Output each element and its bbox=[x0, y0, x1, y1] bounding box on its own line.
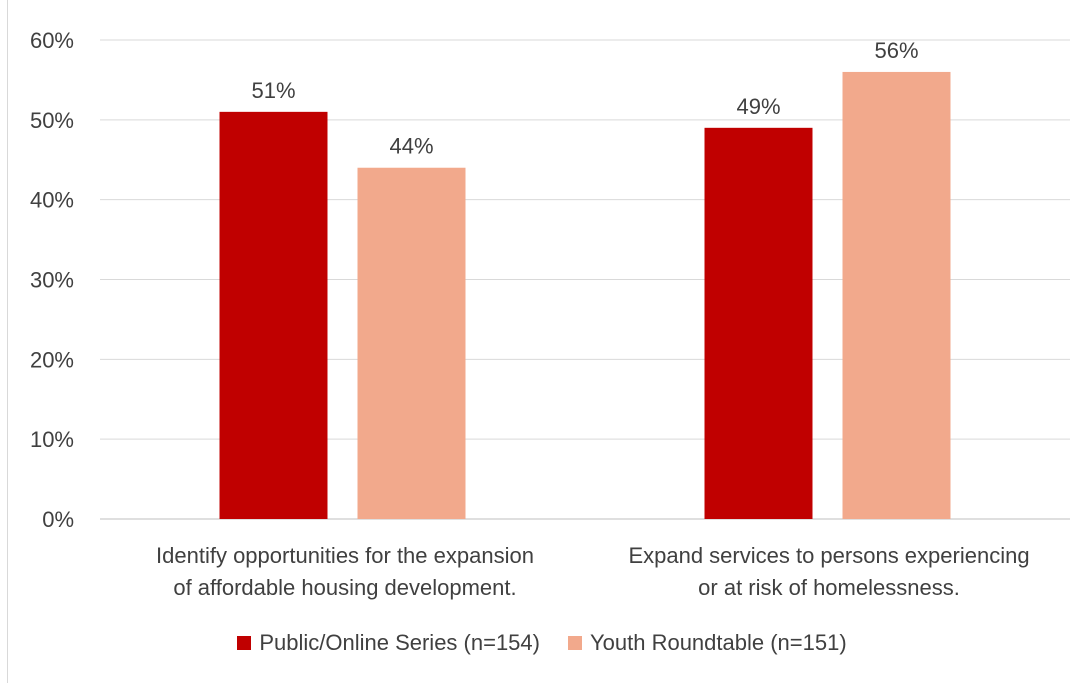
y-tick-label: 0% bbox=[42, 507, 74, 532]
data-label: 49% bbox=[736, 94, 780, 119]
y-tick-label: 60% bbox=[30, 28, 74, 53]
bar bbox=[842, 71, 951, 519]
data-label: 56% bbox=[874, 38, 918, 63]
bar bbox=[219, 111, 328, 519]
y-tick-label: 10% bbox=[30, 427, 74, 452]
y-tick-label: 50% bbox=[30, 108, 74, 133]
legend-swatch-public-online bbox=[237, 636, 252, 650]
bar bbox=[704, 127, 813, 520]
category-label-1-line2: or at risk of homelessness. bbox=[698, 575, 960, 600]
bar bbox=[357, 167, 466, 519]
y-tick-label: 40% bbox=[30, 188, 74, 213]
data-label: 44% bbox=[389, 134, 433, 159]
legend-label-public-online: Public/Online Series (n=154) bbox=[259, 630, 540, 655]
y-tick-label: 20% bbox=[30, 347, 74, 372]
category-label-1-line1: Expand services to persons experiencing bbox=[628, 543, 1030, 568]
y-tick-label: 30% bbox=[30, 268, 74, 293]
data-label: 51% bbox=[251, 78, 295, 103]
category-label-0-line2: of affordable housing development. bbox=[173, 575, 517, 600]
category-label-1: Expand services to persons experiencing … bbox=[589, 540, 1069, 604]
legend: Public/Online Series (n=154) Youth Round… bbox=[0, 630, 1084, 656]
chart-border bbox=[7, 0, 8, 683]
legend-item-youth-roundtable: Youth Roundtable (n=151) bbox=[567, 630, 847, 656]
legend-label-youth-roundtable: Youth Roundtable (n=151) bbox=[589, 630, 847, 655]
category-label-0-line1: Identify opportunities for the expansion bbox=[156, 543, 534, 568]
legend-swatch-youth-roundtable bbox=[567, 636, 582, 650]
category-label-0: Identify opportunities for the expansion… bbox=[105, 540, 585, 604]
legend-item-public-online: Public/Online Series (n=154) bbox=[237, 630, 540, 656]
